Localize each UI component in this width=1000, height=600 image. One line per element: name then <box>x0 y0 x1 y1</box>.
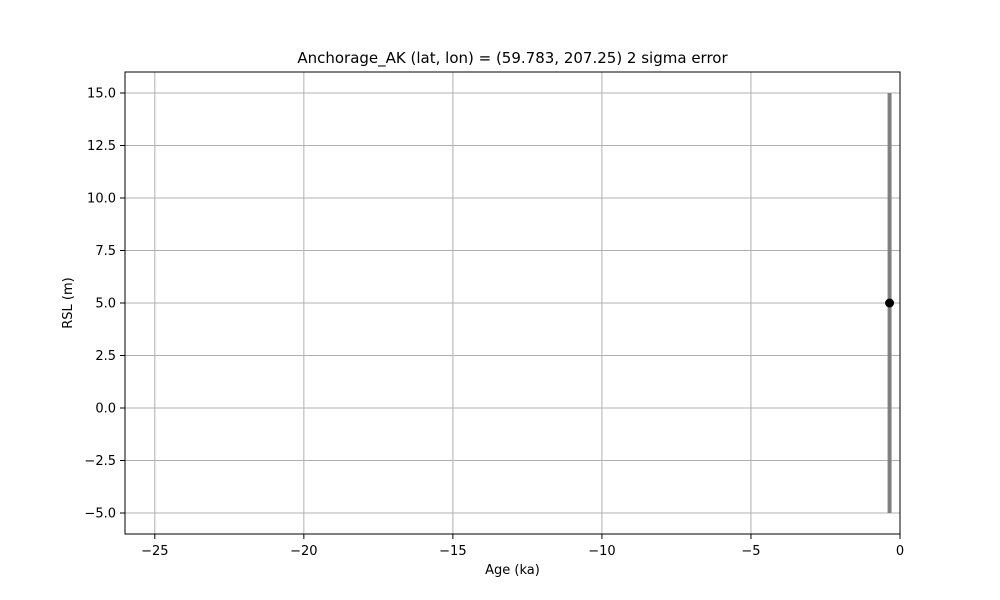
x-tick-label: 0 <box>896 544 904 559</box>
x-tick-label: −20 <box>290 544 317 559</box>
data-series <box>885 93 895 513</box>
chart-title: Anchorage_AK (lat, lon) = (59.783, 207.2… <box>297 49 728 68</box>
data-point <box>885 298 895 308</box>
x-tick-label: −15 <box>439 544 466 559</box>
y-tick-label: 15.0 <box>87 87 116 102</box>
x-tick-label: −10 <box>588 544 615 559</box>
y-tick-label: 7.5 <box>95 244 116 259</box>
y-tick-label: −5.0 <box>84 507 116 522</box>
axis-ticks: −25 −20 −15 −10 −5 0 −5.0 −2.5 0.0 2.5 5.0 7.5 10.0 1… <box>84 87 904 560</box>
y-tick-label: 0.0 <box>95 402 116 417</box>
x-tick-label: −5 <box>741 544 760 559</box>
y-tick-label: 10.0 <box>87 192 116 207</box>
x-axis-label: Age (ka) <box>485 563 540 578</box>
x-tick-label: −25 <box>141 544 168 559</box>
y-axis-label: RSL (m) <box>61 277 76 328</box>
y-tick-label: −2.5 <box>84 454 116 469</box>
y-tick-label: 2.5 <box>95 349 116 364</box>
y-tick-label: 5.0 <box>95 297 116 312</box>
y-tick-label: 12.5 <box>87 139 116 154</box>
